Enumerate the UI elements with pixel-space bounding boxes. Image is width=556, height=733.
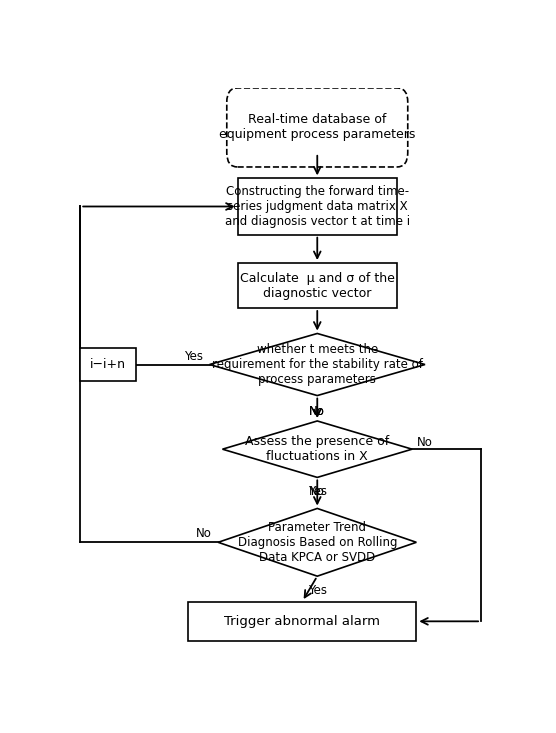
FancyBboxPatch shape [188,602,416,641]
Text: Parameter Trend
Diagnosis Based on Rolling
Data KPCA or SVDD: Parameter Trend Diagnosis Based on Rolli… [237,521,397,564]
Text: whether t meets the
requirement for the stability rate of
process parameters: whether t meets the requirement for the … [212,343,423,386]
Text: Assess the presence of
fluctuations in X: Assess the presence of fluctuations in X [245,435,389,463]
FancyBboxPatch shape [237,178,397,235]
Text: Real-time database of
equipment process parameters: Real-time database of equipment process … [219,114,415,141]
Polygon shape [222,421,412,477]
Text: No: No [309,405,325,418]
Text: Constructing the forward time-
series judgment data matrix X
and diagnosis vecto: Constructing the forward time- series ju… [225,185,410,228]
Text: Yes: Yes [184,350,203,363]
FancyBboxPatch shape [237,263,397,308]
Text: No: No [196,527,212,540]
Polygon shape [210,334,425,396]
Text: No: No [309,405,325,418]
Text: No: No [309,485,325,498]
Text: Calculate  μ and σ of the
diagnostic vector: Calculate μ and σ of the diagnostic vect… [240,271,395,300]
Text: i−i+n: i−i+n [90,358,126,371]
Text: Trigger abnormal alarm: Trigger abnormal alarm [224,615,380,628]
Text: Yes: Yes [308,584,327,597]
FancyBboxPatch shape [80,347,136,381]
Text: Yes: Yes [308,485,327,498]
Polygon shape [218,509,416,576]
FancyBboxPatch shape [227,88,408,167]
Text: No: No [417,436,433,449]
